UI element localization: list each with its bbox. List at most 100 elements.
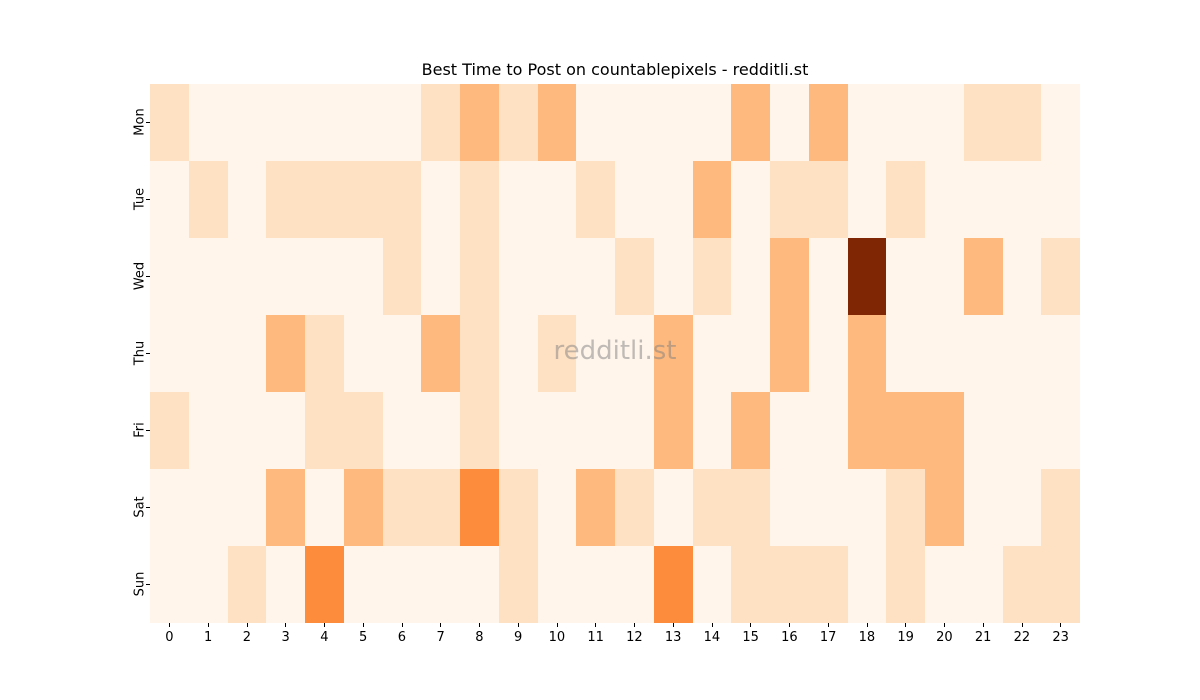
x-tick: 3 bbox=[266, 623, 305, 653]
heatmap-cell bbox=[421, 469, 460, 546]
x-tick-mark bbox=[440, 623, 442, 627]
heatmap-cell bbox=[770, 315, 809, 392]
y-tick-mark bbox=[146, 584, 150, 585]
x-tick: 13 bbox=[654, 623, 693, 653]
x-tick: 4 bbox=[305, 623, 344, 653]
heatmap-cell bbox=[227, 238, 267, 315]
x-tick: 10 bbox=[538, 623, 577, 653]
y-tick: Sat bbox=[0, 469, 150, 546]
heatmap-cell bbox=[266, 238, 305, 315]
heatmap-cell bbox=[653, 161, 693, 238]
heatmap-cell bbox=[498, 238, 538, 315]
x-tick-label: 14 bbox=[703, 630, 721, 645]
heatmap-cell bbox=[925, 161, 964, 238]
x-tick-mark bbox=[401, 623, 403, 627]
heatmap-cell bbox=[653, 84, 693, 161]
heatmap-cell bbox=[305, 161, 344, 238]
heatmap-cell bbox=[576, 161, 615, 238]
heatmap-cell bbox=[305, 84, 344, 161]
heatmap-cell bbox=[382, 315, 422, 392]
heatmap-cell bbox=[498, 161, 538, 238]
heatmap-cell bbox=[886, 392, 925, 469]
x-tick-label: 15 bbox=[742, 630, 759, 645]
heatmap-cell bbox=[498, 469, 538, 546]
heatmap-cell bbox=[498, 392, 538, 469]
heatmap-cell bbox=[188, 392, 228, 469]
x-tick-mark bbox=[324, 623, 325, 627]
x-tick: 15 bbox=[731, 623, 770, 653]
heatmap-cell bbox=[847, 546, 887, 623]
y-tick: Sun bbox=[0, 546, 150, 623]
heatmap-cell bbox=[421, 315, 460, 392]
heatmap-cell bbox=[150, 161, 189, 238]
heatmap-cell bbox=[692, 469, 732, 546]
heatmap-cell bbox=[963, 84, 1003, 161]
y-tick-mark bbox=[146, 353, 150, 354]
y-tick: Fri bbox=[0, 392, 150, 469]
x-tick-mark bbox=[750, 623, 752, 627]
x-tick-mark bbox=[246, 623, 248, 627]
heatmap-cell bbox=[886, 469, 925, 546]
heatmap-cell bbox=[382, 161, 422, 238]
x-tick-label: 21 bbox=[974, 630, 992, 645]
heatmap-cell bbox=[343, 84, 383, 161]
heatmap-cell bbox=[537, 84, 577, 161]
heatmap-cell bbox=[150, 315, 189, 392]
chart-title: Best Time to Post on countablepixels - r… bbox=[421, 60, 809, 79]
heatmap-cell bbox=[188, 161, 228, 238]
x-tick-mark bbox=[711, 623, 713, 627]
x-tick-label: 1 bbox=[203, 630, 213, 645]
heatmap-cell bbox=[653, 469, 693, 546]
heatmap-cell bbox=[847, 161, 887, 238]
x-tick-mark bbox=[789, 623, 790, 627]
heatmap-cell bbox=[615, 161, 654, 238]
heatmap-cell bbox=[692, 238, 732, 315]
heatmap-cell bbox=[150, 238, 189, 315]
heatmap-cell bbox=[188, 84, 228, 161]
heatmap-cell bbox=[653, 546, 693, 623]
heatmap-cell bbox=[1041, 315, 1080, 392]
y-tick: Wed bbox=[0, 238, 150, 315]
heatmap-cell bbox=[421, 84, 460, 161]
heatmap-cell bbox=[770, 469, 809, 546]
heatmap-cell bbox=[305, 392, 344, 469]
heatmap-cell bbox=[460, 315, 499, 392]
heatmap-cell bbox=[227, 161, 267, 238]
x-tick-mark bbox=[866, 623, 868, 627]
y-tick-mark bbox=[146, 199, 150, 200]
heatmap-cell bbox=[537, 238, 577, 315]
heatmap-cell bbox=[460, 392, 499, 469]
heatmap-cell bbox=[653, 392, 693, 469]
y-tick: Tue bbox=[0, 161, 150, 238]
heatmap-cell bbox=[576, 469, 615, 546]
y-tick-mark bbox=[146, 507, 150, 508]
x-tick-mark bbox=[556, 623, 558, 627]
heatmap-cell bbox=[227, 546, 267, 623]
heatmap-cell bbox=[421, 238, 460, 315]
x-tick-mark bbox=[672, 623, 674, 627]
x-tick-label: 16 bbox=[781, 630, 798, 645]
heatmap-cell bbox=[692, 161, 732, 238]
heatmap-cell bbox=[227, 469, 267, 546]
x-tick-label: 22 bbox=[1013, 630, 1031, 645]
heatmap-cell bbox=[731, 392, 770, 469]
heatmap-cell bbox=[382, 238, 422, 315]
x-tick: 22 bbox=[1003, 623, 1042, 653]
x-tick-label: 11 bbox=[587, 630, 604, 645]
heatmap-cell bbox=[692, 392, 732, 469]
y-tick: Thu bbox=[0, 315, 150, 392]
heatmap-cell bbox=[963, 315, 1003, 392]
heatmap-cell bbox=[343, 238, 383, 315]
heatmap-cell bbox=[576, 84, 615, 161]
x-tick-label: 9 bbox=[513, 630, 523, 645]
heatmap-cell bbox=[808, 161, 848, 238]
heatmap-cell bbox=[847, 392, 887, 469]
heatmap-cell bbox=[692, 546, 732, 623]
x-tick-label: 18 bbox=[858, 630, 876, 645]
heatmap-cell bbox=[382, 469, 422, 546]
x-tick-label: 6 bbox=[397, 630, 407, 645]
heatmap-cell bbox=[266, 392, 305, 469]
heatmap-cell bbox=[343, 315, 383, 392]
x-tick-label: 0 bbox=[165, 630, 174, 645]
heatmap-cell bbox=[188, 315, 228, 392]
